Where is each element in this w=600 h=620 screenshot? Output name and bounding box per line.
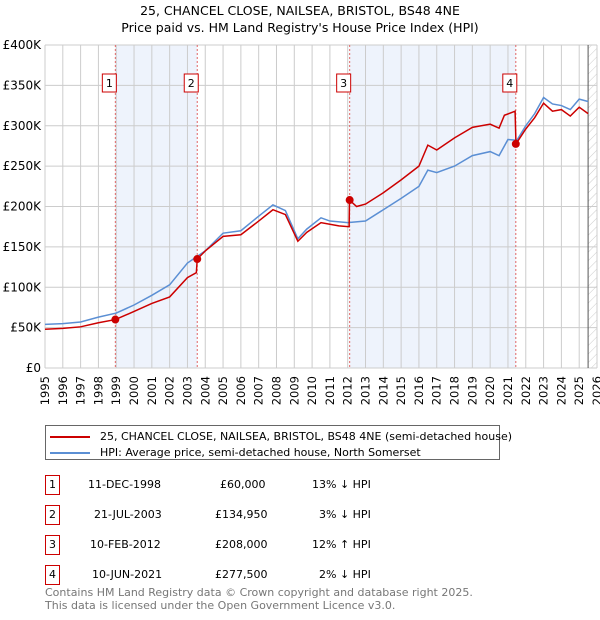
sale-marker: 4 [45,565,60,585]
sale-date: 21-JUL-2003 [94,508,162,521]
x-tick-label: 2002 [163,376,177,405]
x-tick-label: 1995 [38,376,52,405]
x-tick-label: 2015 [394,376,408,405]
x-tick-label: 2013 [359,376,373,405]
x-tick-label: 2006 [234,376,248,405]
price-chart: 1995 1996 1997 1998 1999 2000 2001 2002 2003 2004… [3,38,600,405]
x-tick-label: 1997 [74,376,88,405]
sale-label: 4 [506,77,513,90]
sale-label-box [183,73,199,93]
x-tick-label: 1996 [56,376,70,405]
y-tick-label: £200K [3,200,43,214]
x-tick-label: 2007 [252,376,266,405]
sale-point [111,315,120,324]
x-tick-label: 1998 [91,376,105,405]
legend-swatch-hpi [50,451,90,454]
y-tick-label: £100K [3,280,43,294]
x-tick-label: 2026 [590,376,600,405]
legend-property: 25, CHANCEL CLOSE, NAILSEA, BRISTOL, BS4… [100,430,513,443]
sale-point [345,196,354,205]
sale-date: 10-JUN-2021 [92,568,163,581]
sale-marker: 1 [45,475,60,495]
x-tick-label: 2025 [572,376,586,405]
x-tick-label: 2018 [448,376,462,405]
sale-date: 11-DEC-1998 [88,478,162,491]
x-tick-label: 2000 [127,376,141,405]
x-tick-label: 2011 [323,376,337,405]
sale-hpi: 3% ↓ HPI [319,508,371,521]
chart-title: 25, CHANCEL CLOSE, NAILSEA, BRISTOL, BS4… [140,3,460,18]
x-tick-label: 2001 [145,376,159,405]
sale-price: £277,500 [215,568,268,581]
x-tick-label: 2016 [412,376,426,405]
sale-label: 3 [340,77,347,90]
x-tick-label: 2014 [376,376,390,405]
x-tick-label: 2003 [180,376,194,405]
x-tick-label: 2017 [430,376,444,405]
chart-subtitle: Price paid vs. HM Land Registry's House … [121,20,479,35]
x-tick-label: 2021 [501,376,515,405]
sale-row: 4 10-JUN-2021 £277,500 2% ↓ HPI [45,565,445,585]
sale-price: £134,950 [215,508,268,521]
y-tick-label: £300K [3,119,43,133]
legend-hpi: HPI: Average price, semi-detached house,… [100,446,421,459]
x-tick-label: 2020 [483,376,497,405]
x-tick-label: 2019 [465,376,479,405]
x-tick-label: 2024 [554,376,568,405]
y-tick-label: £400K [3,38,43,52]
sale-date: 10-FEB-2012 [90,538,161,551]
y-tick-label: £150K [3,240,43,254]
legend: 25, CHANCEL CLOSE, NAILSEA, BRISTOL, BS4… [45,425,512,460]
sale-marker: 2 [45,505,60,525]
y-tick-label: £50K [10,321,42,335]
x-tick-label: 1999 [109,376,123,405]
x-tick-label: 2008 [269,376,283,405]
footer-licence: This data is licensed under the Open Gov… [45,599,396,612]
x-tick-label: 2023 [537,376,551,405]
sale-row: 3 10-FEB-2012 £208,000 12% ↑ HPI [45,535,445,555]
sale-marker: 3 [45,535,60,555]
x-tick-label: 2010 [305,376,319,405]
x-tick-label: 2004 [198,376,212,405]
sale-price: £60,000 [220,478,266,491]
x-tick-label: 2005 [216,376,230,405]
sale-hpi: 13% ↓ HPI [312,478,371,491]
y-tick-label: £350K [3,78,43,92]
sale-label-box [101,73,117,93]
sale-price: £208,000 [215,538,268,551]
sale-label: 2 [188,77,195,90]
x-tick-label: 2009 [287,376,301,405]
legend-swatch-property [50,435,90,438]
x-tick-label: 2022 [519,376,533,405]
sale-label: 1 [106,77,113,90]
sale-hpi: 2% ↓ HPI [319,568,371,581]
hpi-line [44,96,589,326]
sale-point [193,255,202,264]
footer-copyright: Contains HM Land Registry data © Crown c… [45,586,473,599]
sale-row: 2 21-JUL-2003 £134,950 3% ↓ HPI [45,505,445,525]
sale-hpi: 12% ↑ HPI [312,538,371,551]
sale-row: 1 11-DEC-1998 £60,000 13% ↓ HPI [45,475,445,495]
x-tick-label: 2012 [341,376,355,405]
sale-label-box [502,73,518,93]
sale-point [511,139,520,148]
sale-label-box [336,73,352,93]
y-tick-label: £250K [3,159,43,173]
footer: Contains HM Land Registry data © Crown c… [45,586,473,612]
y-tick-label: £0 [26,361,41,375]
